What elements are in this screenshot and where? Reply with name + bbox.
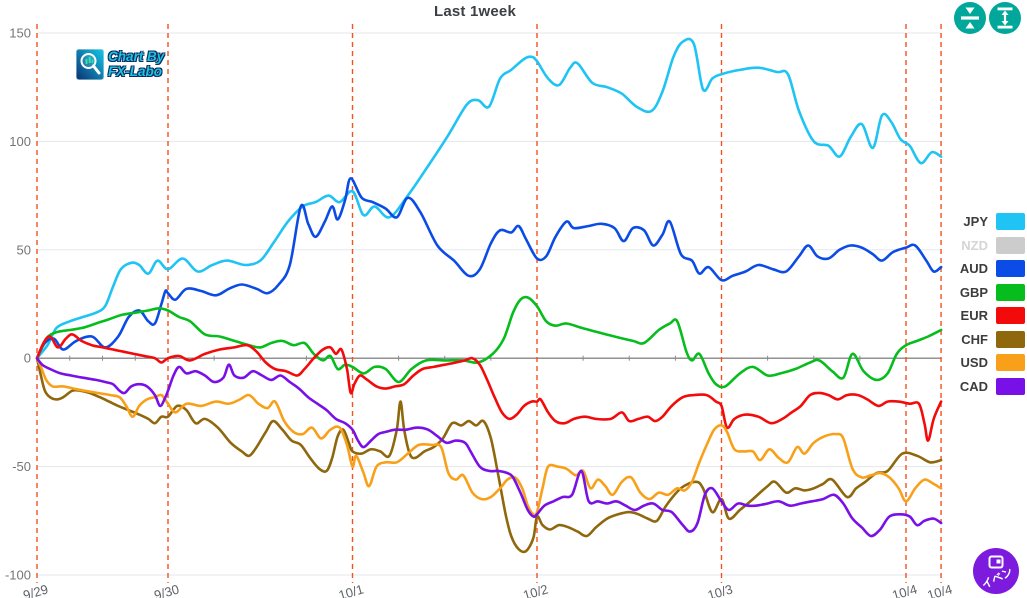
expand-vertical-button[interactable] bbox=[989, 2, 1021, 34]
legend-swatch-gbp bbox=[996, 283, 1025, 301]
legend-swatch-cad bbox=[996, 377, 1025, 395]
legend-label-gbp: GBP bbox=[959, 284, 988, 300]
legend-label-aud: AUD bbox=[959, 261, 988, 277]
legend-item-cad[interactable]: CAD bbox=[925, 375, 1025, 399]
legend-item-gbp[interactable]: GBP bbox=[925, 281, 1025, 305]
page-title: Last 1week bbox=[433, 3, 517, 20]
x-axis-label: 10/2 bbox=[521, 581, 549, 598]
fx-labo-watermark: Chart By FX-Labo bbox=[76, 49, 164, 80]
x-axis-label: 9/30 bbox=[152, 581, 180, 598]
legend-item-nzd[interactable]: NZD bbox=[925, 234, 1025, 258]
legend-label-eur: EUR bbox=[960, 308, 988, 324]
y-axis-label: 100 bbox=[9, 134, 31, 149]
watermark-line1: Chart By bbox=[108, 49, 165, 64]
event-button[interactable]: イベン bbox=[973, 548, 1019, 594]
compress-vertical-icon bbox=[961, 7, 979, 29]
calendar-icon bbox=[988, 555, 1004, 569]
chart-toolbar bbox=[954, 2, 1021, 34]
x-axis-label: 10/4 bbox=[890, 581, 918, 598]
watermark-line2: FX-Labo bbox=[108, 64, 162, 79]
x-axis-label: 9/29 bbox=[21, 581, 49, 598]
legend-label-jpy: JPY bbox=[963, 214, 988, 230]
legend-swatch-chf bbox=[996, 330, 1025, 348]
legend-label-chf: CHF bbox=[961, 331, 988, 347]
watermark-text: Chart By FX-Labo bbox=[108, 49, 164, 79]
legend-label-cad: CAD bbox=[959, 378, 988, 394]
y-axis-label: 0 bbox=[24, 351, 31, 366]
series-line-jpy bbox=[35, 37, 943, 360]
y-axis-label: -100 bbox=[5, 568, 31, 583]
legend-item-usd[interactable]: USD bbox=[925, 351, 1025, 375]
legend-swatch-jpy bbox=[996, 213, 1025, 231]
legend-label-nzd: NZD bbox=[961, 237, 988, 253]
legend-item-eur[interactable]: EUR bbox=[925, 304, 1025, 328]
legend-item-jpy[interactable]: JPY bbox=[925, 210, 1025, 234]
legend-swatch-nzd bbox=[996, 236, 1025, 254]
legend-swatch-aud bbox=[996, 260, 1025, 278]
x-axis-label: 10/4 bbox=[925, 581, 952, 598]
series-line-eur bbox=[35, 333, 943, 442]
compress-vertical-button[interactable] bbox=[954, 2, 986, 34]
x-axis-label: 10/1 bbox=[337, 581, 365, 598]
legend-swatch-usd bbox=[996, 354, 1025, 372]
legend-item-chf[interactable]: CHF bbox=[925, 328, 1025, 352]
y-axis-label: 150 bbox=[9, 26, 31, 41]
series-line-cad bbox=[35, 356, 943, 538]
series-line-chf bbox=[35, 356, 943, 554]
legend: JPY NZD AUD GBP EUR CHF USD CAD bbox=[925, 210, 1025, 398]
x-axis-label: 10/3 bbox=[706, 581, 734, 598]
expand-vertical-icon bbox=[997, 7, 1013, 29]
legend-item-aud[interactable]: AUD bbox=[925, 257, 1025, 281]
fx-labo-logo-icon bbox=[76, 49, 104, 80]
series-line-gbp bbox=[35, 295, 943, 389]
y-axis-label: -50 bbox=[12, 459, 31, 474]
legend-swatch-eur bbox=[996, 307, 1025, 325]
legend-label-usd: USD bbox=[960, 355, 988, 371]
series-line-aud bbox=[35, 177, 943, 360]
y-axis-label: 50 bbox=[17, 242, 31, 257]
series-line-usd bbox=[35, 356, 943, 517]
